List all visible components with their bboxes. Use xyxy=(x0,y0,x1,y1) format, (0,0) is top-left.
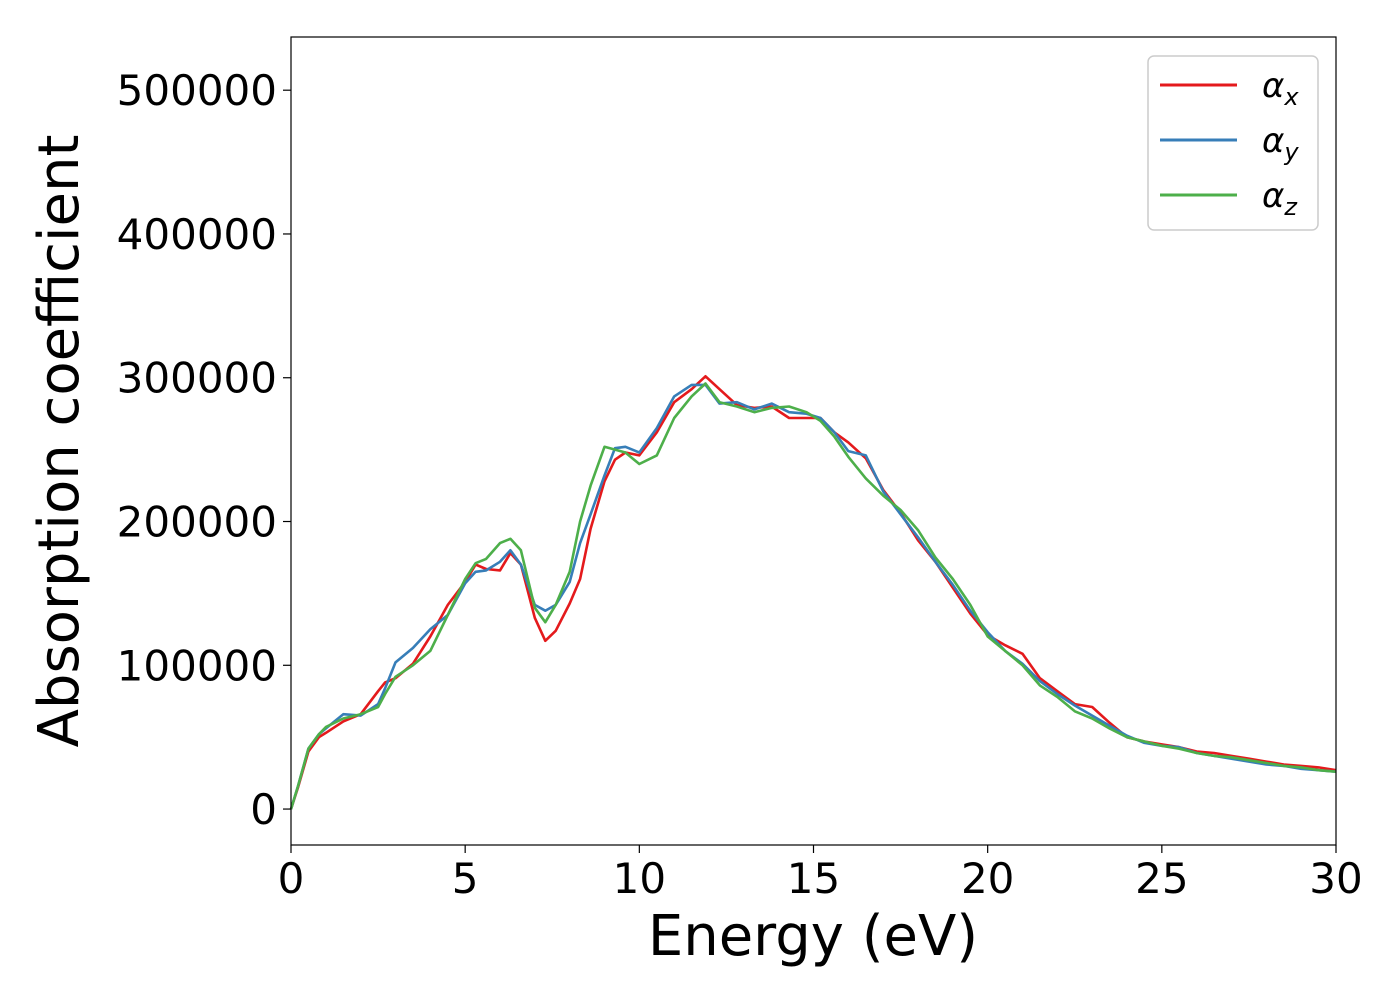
legend-box xyxy=(1147,55,1319,231)
y-tick-label: 200000 xyxy=(117,498,277,547)
legend-label-alpha-x: αx xyxy=(1262,66,1299,111)
x-tick-label: 15 xyxy=(787,854,840,903)
y-tick-label: 300000 xyxy=(117,354,277,403)
y-axis: 0 100000 200000 300000 400000 500000 xyxy=(117,66,291,834)
x-tick-label: 5 xyxy=(452,854,479,903)
x-axis: 0 5 10 15 20 25 30 xyxy=(278,845,1363,903)
legend-label-alpha-z: αz xyxy=(1262,176,1298,221)
series-layer xyxy=(289,374,1337,810)
series-line-alpha-z xyxy=(289,382,1337,810)
x-tick-label: 20 xyxy=(961,854,1014,903)
y-tick-label: 0 xyxy=(250,785,277,834)
legend: αx αy αz xyxy=(1147,55,1319,231)
y-tick-label: 500000 xyxy=(117,66,277,115)
x-axis-label: Energy (eV) xyxy=(648,904,978,969)
x-tick-label: 25 xyxy=(1135,854,1188,903)
x-tick-label: 0 xyxy=(278,854,305,903)
x-tick-label: 10 xyxy=(613,854,666,903)
x-tick-label: 30 xyxy=(1309,854,1362,903)
y-tick-label: 100000 xyxy=(117,641,277,690)
y-tick-label: 400000 xyxy=(117,210,277,259)
legend-label-alpha-y: αy xyxy=(1262,121,1299,166)
y-axis-label: Absorption coefficient xyxy=(27,135,92,748)
